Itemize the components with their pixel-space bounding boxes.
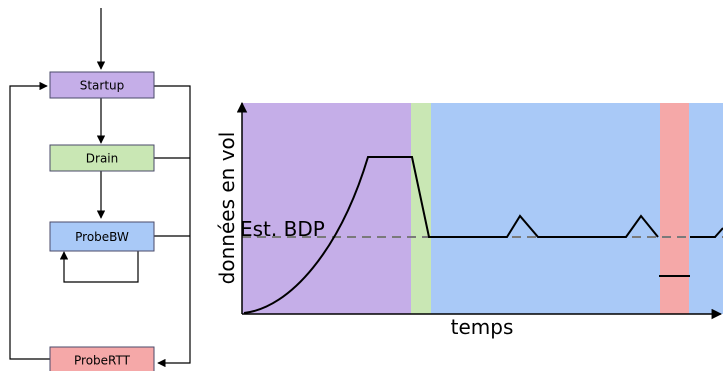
state-machine: Startup Drain ProbeBW ProbeRTT: [9, 8, 191, 371]
inflight-curve: [243, 156, 659, 314]
state-probebw-label: ProbeBW: [75, 230, 129, 244]
state-startup-label: Startup: [80, 79, 125, 93]
state-drain-label: Drain: [86, 152, 118, 166]
x-axis-label: temps: [451, 315, 514, 339]
phase-drain-region: [411, 103, 431, 314]
state-probebw: ProbeBW: [49, 221, 155, 252]
arrow-to-probertt: [154, 85, 191, 368]
state-probertt-label: ProbeRTT: [74, 354, 131, 368]
bdp-label: Est. BDP: [240, 217, 325, 241]
phase-probebw-region: [431, 103, 660, 314]
arrow-probebw-self-loop: [59, 251, 139, 283]
arrow-probertt-startup: [9, 81, 50, 360]
phase-probertt-region: [660, 103, 689, 314]
state-drain: Drain: [49, 144, 155, 172]
plot: Est. BDP temps données en vol: [215, 101, 723, 339]
inflight-curve-tail: [690, 227, 723, 238]
phase-startup-region: [242, 103, 411, 314]
phase-probebw-region-2: [689, 103, 723, 314]
state-startup: Startup: [49, 71, 155, 99]
state-probertt: ProbeRTT: [49, 346, 155, 371]
y-axis-label: données en vol: [215, 132, 239, 285]
